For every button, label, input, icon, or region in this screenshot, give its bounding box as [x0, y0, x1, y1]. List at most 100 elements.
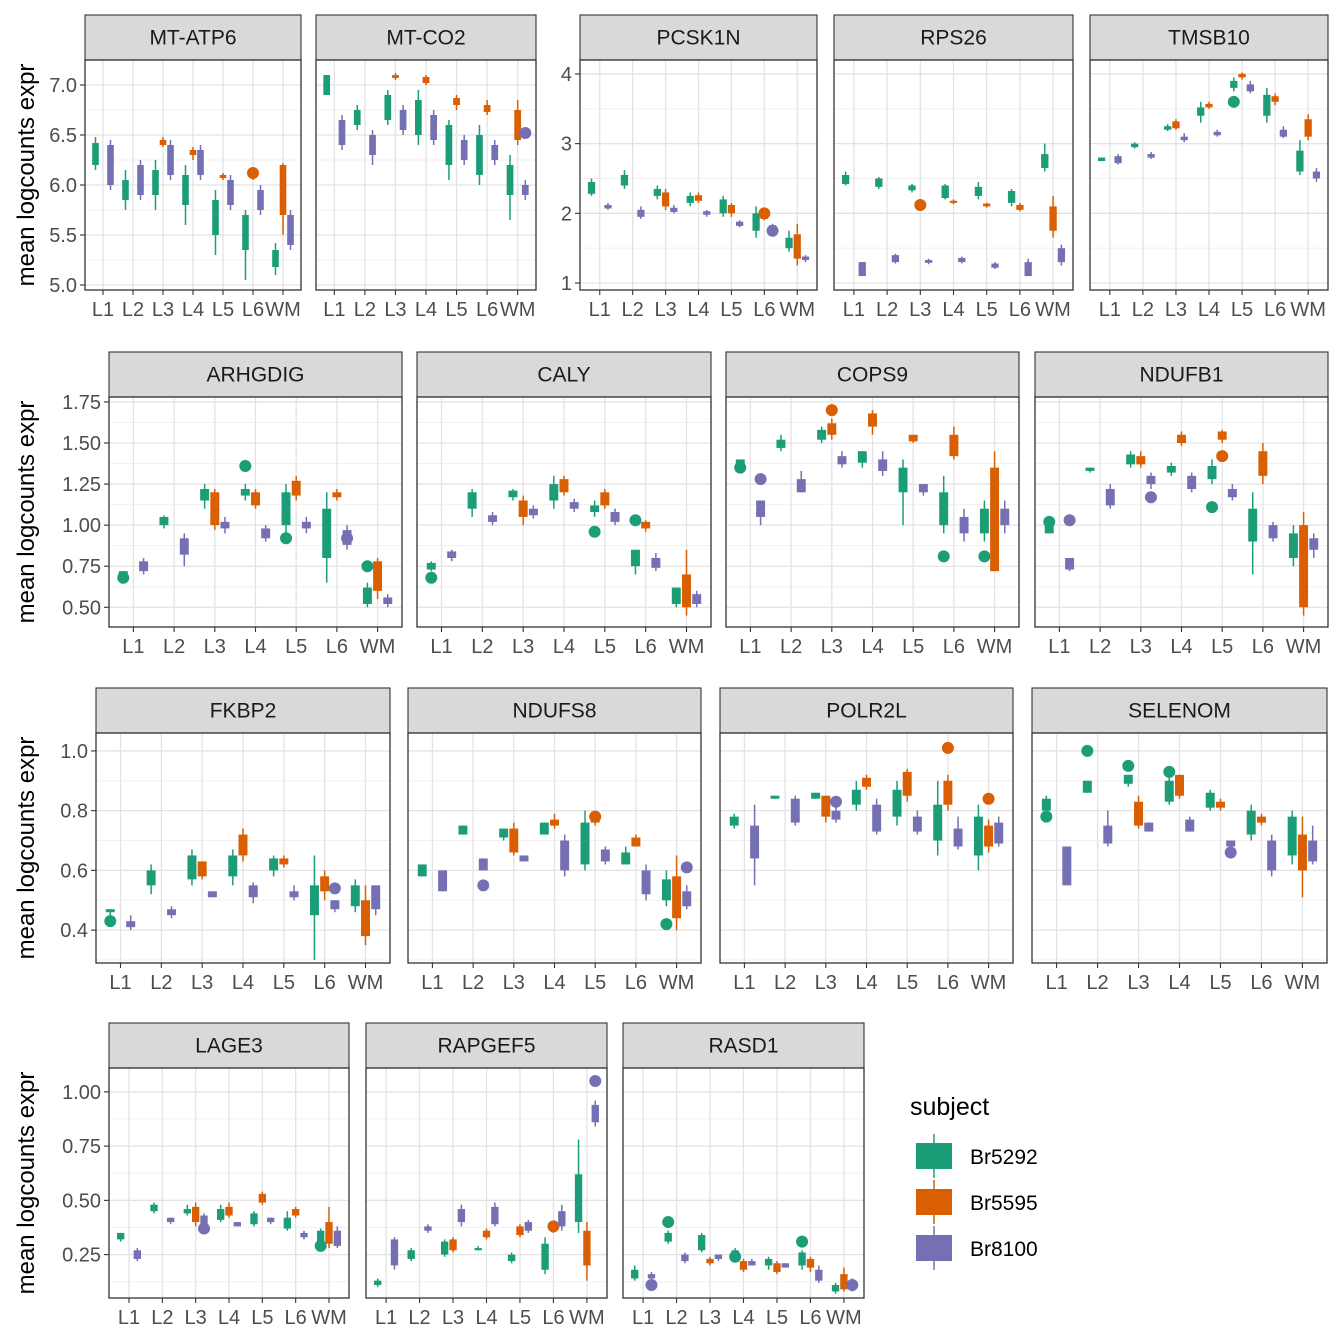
y-tick-label: 6.5 [49, 125, 77, 147]
box-br8100-l2 [424, 1226, 432, 1231]
box-br5292-l2 [1085, 467, 1095, 471]
x-tick-label: L5 [1211, 636, 1233, 658]
box-br5292-l6 [476, 135, 483, 175]
box-br5595-l5 [258, 1193, 266, 1203]
box-br8100-l4 [748, 1261, 756, 1266]
legend-item-br8100: Br8100 [916, 1226, 1038, 1270]
facet-title: RASD1 [708, 1035, 778, 1058]
facet-title: MT-ATP6 [149, 27, 236, 50]
x-tick-label: L2 [408, 1307, 430, 1329]
box-br5292-l4 [474, 1248, 482, 1251]
y-tick-label: 1.50 [62, 433, 101, 455]
box-br5292-wm [272, 250, 279, 267]
facet-strip [833, 14, 1074, 61]
box-br5292-l6 [242, 215, 249, 250]
panel-selenom: SELENOM L1 L2 L3 L4 L5 L6 WM [1031, 687, 1328, 994]
facet-strip [108, 1022, 350, 1069]
box-br5292-l2 [407, 1250, 415, 1259]
box-br5292-l1 [1044, 525, 1054, 534]
box-br5595-l3 [1136, 456, 1146, 465]
x-tick-label: L5 [902, 636, 924, 658]
box-br5292-l4 [1197, 107, 1205, 116]
box-br5595-l6 [332, 492, 342, 498]
box-br5292-l3 [499, 828, 509, 838]
box-br8100-l2 [790, 798, 800, 823]
panel-caly: CALY L1 L2 L3 L4 L5 L6 WM [416, 351, 712, 658]
x-tick-label: L4 [1168, 972, 1190, 994]
outlier-br5595 [914, 198, 927, 211]
box-br5595-l5 [279, 858, 289, 865]
facet-title: COPS9 [837, 364, 908, 387]
box-br8100-l2 [179, 538, 189, 555]
facet-title: NDUFS8 [512, 700, 596, 723]
box-br5292-l4 [228, 855, 238, 877]
box-br5292-l6 [1248, 508, 1258, 542]
y-tick-label: 5.0 [49, 275, 77, 297]
x-tick-label: L3 [152, 299, 174, 321]
x-tick-label: L5 [273, 972, 295, 994]
x-tick-label: L1 [739, 636, 761, 658]
box-br8100-l2 [488, 515, 498, 522]
box-br5595-wm [793, 234, 801, 259]
box-br5595-l6 [292, 1209, 300, 1216]
x-tick-label: WM [977, 636, 1013, 658]
outlier-br5292 [978, 550, 991, 563]
y-tick-label: 0.6 [60, 860, 88, 882]
box-br5292-l5 [580, 822, 590, 865]
box-br5292-l5 [719, 199, 727, 214]
x-tick-label: L2 [780, 636, 802, 658]
panel-arhgdig: ARHGDIG 0.50 0.75 1.00 1.25 1.50 1.75 L1 L2 L3 L4 L… [13, 351, 403, 658]
legend-label-br5595: Br5595 [970, 1192, 1038, 1215]
y-tick-label: 1 [561, 273, 572, 295]
box-br8100-l3 [924, 260, 933, 263]
x-tick-label: WM [1290, 299, 1326, 321]
panel-border [719, 732, 1014, 964]
x-tick-label: L4 [475, 1307, 497, 1329]
panel-border [416, 396, 712, 628]
x-tick-label: L3 [821, 636, 843, 658]
box-br8100-l1 [447, 551, 457, 558]
box-br5595-l3 [706, 1258, 714, 1264]
box-br5595-l3 [821, 795, 831, 817]
box-br8100-l5 [781, 1263, 790, 1268]
box-br8100-l4 [491, 1206, 499, 1225]
box-br8100-l5 [1246, 84, 1254, 92]
y-axis-title: mean logcounts expr [13, 64, 40, 287]
y-axis-title: mean logcounts expr [13, 401, 40, 624]
x-tick-label: L2 [1089, 636, 1111, 658]
x-tick-label: WM [569, 1307, 605, 1329]
box-br5292-l4 [857, 451, 867, 463]
x-tick-label: L1 [1099, 299, 1121, 321]
box-br5595-l4 [694, 195, 703, 201]
box-br5292-l4 [182, 175, 189, 205]
box-br5595-l5 [600, 492, 610, 506]
box-br8100-l6 [953, 828, 963, 847]
box-br5292-l5 [1205, 792, 1215, 808]
box-br8100-l6 [1268, 525, 1278, 539]
outlier-br5292 [314, 1239, 327, 1252]
box-br8100-l1 [438, 870, 448, 892]
box-br8100-l6 [300, 1232, 308, 1238]
box-br8100-l2 [478, 858, 488, 871]
box-br8100-wm [994, 822, 1004, 844]
box-br5595-l3 [518, 500, 528, 517]
box-br5292-wm [1041, 154, 1049, 169]
panel-border [1031, 732, 1328, 964]
facet-strip [1034, 351, 1329, 398]
y-tick-label: 1.75 [62, 392, 101, 414]
x-tick-label: L6 [937, 972, 959, 994]
box-br5292-wm [1288, 533, 1298, 558]
x-tick-label: WM [348, 972, 384, 994]
facet-strip [1031, 687, 1328, 734]
box-br5595-wm [361, 900, 370, 937]
facet-strip [84, 14, 302, 61]
panel-rps26: RPS26 L1 L2 L3 L4 L5 L6 WM [833, 14, 1074, 321]
box-br5292-l3 [440, 1241, 449, 1255]
box-br5292-l3 [908, 185, 916, 191]
x-tick-label: L6 [1252, 636, 1274, 658]
x-tick-label: L4 [553, 636, 575, 658]
x-tick-label: L4 [1198, 299, 1220, 321]
box-br5292-l5 [892, 789, 902, 817]
box-br5292-l1 [1041, 798, 1051, 811]
legend-label-br8100: Br8100 [970, 1238, 1038, 1261]
